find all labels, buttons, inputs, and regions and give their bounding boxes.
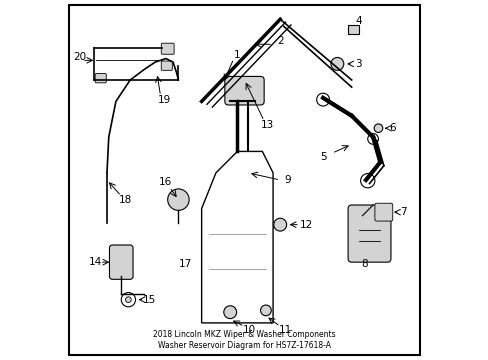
Text: 18: 18 bbox=[119, 195, 132, 204]
Circle shape bbox=[367, 134, 378, 144]
Text: 9: 9 bbox=[284, 175, 291, 185]
Text: 16: 16 bbox=[159, 177, 172, 187]
FancyBboxPatch shape bbox=[224, 76, 264, 105]
Circle shape bbox=[224, 306, 236, 319]
Text: 5: 5 bbox=[319, 152, 325, 162]
Circle shape bbox=[260, 305, 271, 316]
FancyBboxPatch shape bbox=[95, 73, 106, 83]
Circle shape bbox=[167, 189, 189, 210]
Text: 2: 2 bbox=[276, 36, 283, 46]
FancyBboxPatch shape bbox=[161, 43, 174, 54]
Polygon shape bbox=[201, 152, 272, 323]
Text: 8: 8 bbox=[360, 259, 366, 269]
Text: 10: 10 bbox=[243, 325, 256, 335]
Text: 6: 6 bbox=[388, 123, 395, 133]
Circle shape bbox=[360, 174, 374, 188]
Text: 1: 1 bbox=[234, 50, 240, 60]
Circle shape bbox=[125, 297, 131, 302]
FancyBboxPatch shape bbox=[374, 203, 392, 221]
Polygon shape bbox=[347, 24, 358, 33]
Text: 13: 13 bbox=[261, 120, 274, 130]
Text: 7: 7 bbox=[399, 207, 406, 217]
Text: 14: 14 bbox=[88, 257, 102, 267]
FancyBboxPatch shape bbox=[161, 61, 172, 70]
Text: 4: 4 bbox=[355, 16, 362, 26]
Circle shape bbox=[316, 93, 329, 106]
Text: 15: 15 bbox=[143, 295, 156, 305]
Text: 2018 Lincoln MKZ Wiper & Washer Components
Washer Reservoir Diagram for HS7Z-176: 2018 Lincoln MKZ Wiper & Washer Componen… bbox=[153, 330, 335, 350]
Circle shape bbox=[330, 58, 343, 70]
Text: 3: 3 bbox=[355, 59, 362, 69]
FancyBboxPatch shape bbox=[109, 245, 133, 279]
Text: 12: 12 bbox=[299, 220, 312, 230]
FancyBboxPatch shape bbox=[347, 205, 390, 262]
Text: 11: 11 bbox=[278, 325, 292, 335]
Circle shape bbox=[373, 124, 382, 132]
Text: 17: 17 bbox=[179, 259, 192, 269]
Text: 20: 20 bbox=[73, 52, 86, 62]
Circle shape bbox=[121, 293, 135, 307]
Circle shape bbox=[273, 218, 286, 231]
Text: 19: 19 bbox=[157, 95, 170, 105]
